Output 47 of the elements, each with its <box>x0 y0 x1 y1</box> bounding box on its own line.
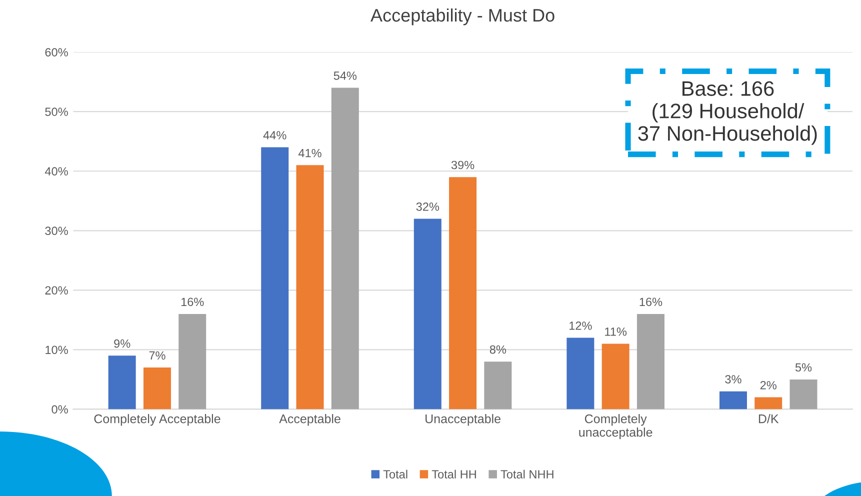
y-tick-label: 0% <box>52 405 68 414</box>
legend-label: Total <box>383 470 408 478</box>
legend-label: Total NHH <box>500 470 554 478</box>
bar <box>108 356 136 410</box>
text: 5% <box>795 363 812 372</box>
text: 9% <box>114 339 130 348</box>
legend-label: Total HH <box>432 470 476 478</box>
x-tick-label: Completely Acceptable <box>94 414 220 426</box>
bar <box>566 338 594 410</box>
text: 41% <box>298 148 322 158</box>
text: 8% <box>490 345 506 354</box>
y-tick-label: 10% <box>46 346 68 354</box>
text: 44% <box>263 131 286 140</box>
y-tick-label: 60% <box>45 48 68 56</box>
bar <box>602 344 630 410</box>
annotation: Base: 166 (129 Household/ 37 Non-Household) <box>638 81 817 145</box>
y-tick-label: 30% <box>45 226 68 236</box>
x-tick-label: Completely unacceptable <box>579 414 652 440</box>
chart-title: Acceptability - Must Do <box>370 8 554 26</box>
bar <box>261 147 289 410</box>
bar <box>143 368 171 410</box>
x-tick-label: Unacceptable <box>426 414 500 426</box>
x-tick-label: Acceptable <box>279 414 340 426</box>
y-tick-label: 20% <box>45 286 68 295</box>
text: 3% <box>725 375 742 384</box>
text: 39% <box>451 160 474 170</box>
bar <box>449 177 477 410</box>
text: 54% <box>334 72 357 80</box>
bar <box>331 88 359 410</box>
bar <box>178 314 206 410</box>
bar <box>296 165 324 410</box>
text: 12% <box>570 322 592 330</box>
bar <box>414 218 442 410</box>
text: 16% <box>181 298 204 306</box>
bar <box>719 391 747 410</box>
text: 11% <box>605 328 627 336</box>
bar <box>790 379 818 410</box>
bar <box>484 362 512 410</box>
y-tick-label: 50% <box>45 108 68 116</box>
bar <box>754 397 782 410</box>
text: 32% <box>416 202 440 211</box>
x-tick-label: D/K <box>758 414 779 424</box>
y-tick-label: 40% <box>44 167 68 176</box>
text: 16% <box>640 298 662 306</box>
text: 7% <box>149 351 166 360</box>
bar <box>636 314 664 410</box>
text: 2% <box>760 381 776 390</box>
